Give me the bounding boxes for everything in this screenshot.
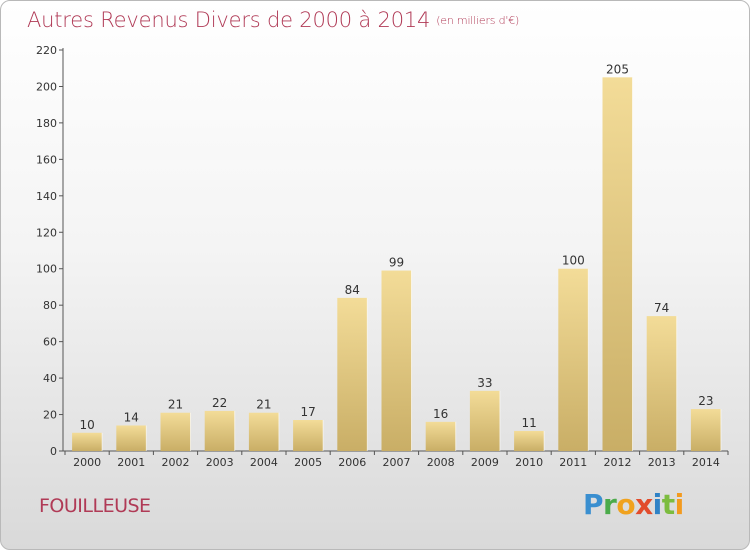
x-tick-label: 2009 [471, 456, 499, 469]
chart-unit: (en milliers d'€) [436, 14, 520, 27]
bar-value-label: 16 [433, 407, 448, 421]
y-tick-label: 160 [36, 153, 57, 166]
bar-value-label: 205 [606, 62, 629, 76]
y-tick-label: 140 [36, 190, 57, 203]
bar [646, 316, 677, 451]
bar [72, 432, 103, 451]
bar [293, 420, 324, 451]
y-tick-label: 80 [43, 299, 57, 312]
bar-value-label: 11 [521, 416, 536, 430]
chart-title: Autres Revenus Divers de 2000 à 2014 (en … [27, 8, 519, 32]
bar-value-label: 100 [562, 254, 585, 268]
x-tick-label: 2005 [294, 456, 322, 469]
bar-value-label: 21 [256, 398, 271, 412]
chart-title-text: Autres Revenus Divers de 2000 à 2014 [27, 8, 431, 32]
x-tick-label: 2008 [427, 456, 455, 469]
bar [160, 412, 191, 451]
bar [690, 409, 721, 451]
x-tick-label: 2003 [206, 456, 234, 469]
y-tick-label: 200 [36, 80, 57, 93]
bar [514, 430, 545, 451]
bar [558, 268, 589, 451]
proxiti-logo[interactable]: Proxiti [583, 488, 684, 521]
bar-value-label: 84 [345, 283, 360, 297]
y-tick-label: 20 [43, 409, 57, 422]
y-tick-label: 0 [50, 445, 57, 458]
y-tick-label: 120 [36, 226, 57, 239]
bar [248, 412, 279, 451]
chart-labels: 2000 10 2001 14 2002 21 2003 22 2004 21 2005 17 2006… [73, 62, 720, 469]
bar [116, 425, 147, 451]
bar-value-label: 22 [212, 396, 227, 410]
bar [204, 410, 235, 451]
bar-value-label: 21 [168, 398, 183, 412]
bar [337, 297, 368, 451]
y-tick-label: 180 [36, 117, 57, 130]
bar-value-label: 33 [477, 376, 492, 390]
x-tick-label: 2001 [117, 456, 145, 469]
x-tick-label: 2011 [559, 456, 587, 469]
x-tick-label: 2014 [692, 456, 720, 469]
x-tick-label: 2012 [604, 456, 632, 469]
bar-value-label: 10 [79, 418, 94, 432]
x-tick-label: 2000 [73, 456, 101, 469]
bar [469, 390, 500, 451]
x-tick-label: 2006 [338, 456, 366, 469]
x-tick-label: 2007 [383, 456, 411, 469]
bar [425, 421, 456, 451]
x-tick-label: 2010 [515, 456, 543, 469]
y-tick-label: 100 [36, 263, 57, 276]
bar-value-label: 99 [389, 256, 404, 270]
bar-value-label: 14 [124, 410, 139, 424]
bar-value-label: 23 [698, 394, 713, 408]
bar [602, 77, 633, 451]
bar [381, 270, 412, 451]
x-tick-label: 2002 [162, 456, 190, 469]
x-tick-label: 2004 [250, 456, 278, 469]
x-tick-label: 2013 [648, 456, 676, 469]
y-tick-label: 60 [43, 336, 57, 349]
y-tick-label: 220 [36, 44, 57, 57]
bar-value-label: 74 [654, 301, 669, 315]
commune-name: FOUILLEUSE [39, 495, 151, 517]
y-tick-label: 40 [43, 372, 57, 385]
bar-value-label: 17 [300, 405, 315, 419]
chart-bars [72, 77, 722, 451]
